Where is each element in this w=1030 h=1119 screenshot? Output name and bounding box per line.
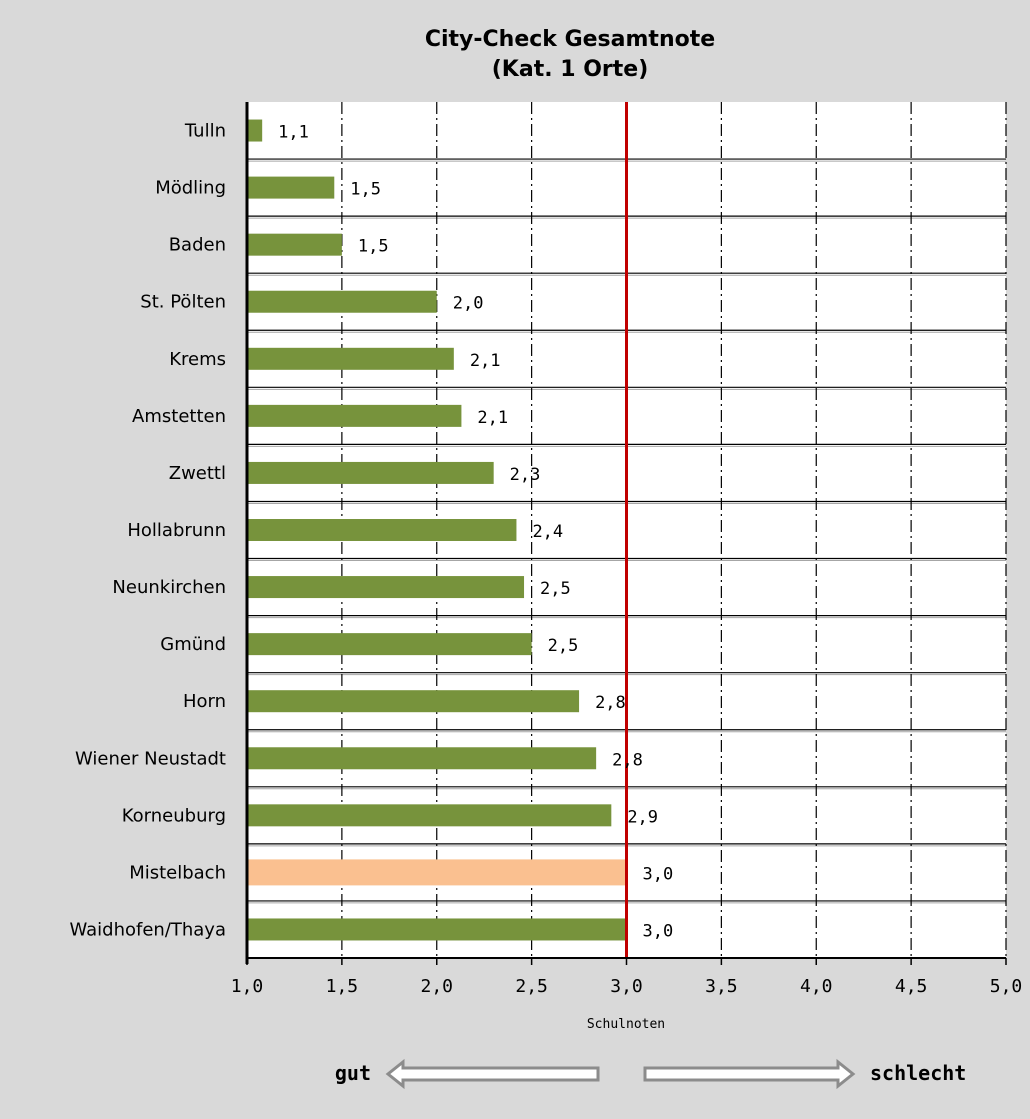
bar bbox=[247, 519, 517, 541]
value-label: 2,9 bbox=[627, 807, 658, 827]
category-label: Waidhofen/Thaya bbox=[69, 919, 226, 940]
labels: Tulln 1,1 Mödling 1,5 Baden 1,5 St. Pölten 2,0 K… bbox=[69, 121, 1022, 997]
category-label: Amstetten bbox=[132, 406, 226, 427]
value-label: 1,5 bbox=[358, 237, 389, 257]
x-tick-label: 3,0 bbox=[610, 976, 643, 997]
category-label: Hollabrunn bbox=[127, 520, 226, 541]
bar bbox=[247, 461, 494, 484]
category-label: Gmünd bbox=[160, 634, 226, 655]
category-label: Krems bbox=[169, 349, 226, 370]
value-label: 3,0 bbox=[643, 921, 674, 941]
bar bbox=[247, 347, 454, 370]
x-tick-label: 4,5 bbox=[895, 976, 928, 997]
x-tick-label: 5,0 bbox=[990, 976, 1023, 997]
category-label: Horn bbox=[183, 691, 226, 712]
value-label: 2,1 bbox=[477, 408, 508, 428]
category-label: Wiener Neustadt bbox=[75, 748, 226, 769]
value-label: 1,1 bbox=[278, 123, 309, 143]
value-label: 2,8 bbox=[595, 693, 626, 713]
x-tick-label: 2,5 bbox=[515, 976, 548, 997]
bars bbox=[247, 119, 627, 941]
bar bbox=[247, 918, 627, 941]
x-tick-label: 1,5 bbox=[326, 976, 359, 997]
bar bbox=[247, 233, 342, 256]
bar bbox=[247, 119, 263, 142]
value-label: 2,1 bbox=[470, 351, 501, 371]
scale-hint bbox=[385, 1058, 856, 1090]
value-label: 2,0 bbox=[453, 294, 484, 314]
value-label: 1,5 bbox=[350, 180, 381, 200]
x-tick-label: 2,0 bbox=[420, 976, 453, 997]
value-label: 2,4 bbox=[532, 522, 563, 542]
value-label: 2,5 bbox=[548, 636, 579, 656]
chart-title: City-Check Gesamtnote bbox=[425, 27, 715, 52]
value-label: 2,8 bbox=[612, 750, 643, 770]
chart-subtitle: (Kat. 1 Orte) bbox=[492, 57, 649, 82]
good-label: gut bbox=[335, 1061, 371, 1085]
value-label: 3,0 bbox=[643, 864, 674, 884]
x-tick-label: 4,0 bbox=[800, 976, 833, 997]
value-label: 2,5 bbox=[540, 579, 571, 599]
category-label: Mistelbach bbox=[129, 862, 226, 883]
x-tick-label: 1,0 bbox=[231, 976, 264, 997]
category-label: Neunkirchen bbox=[112, 577, 226, 598]
category-label: St. Pölten bbox=[140, 292, 226, 313]
bad-label: schlecht bbox=[870, 1061, 966, 1085]
axes bbox=[245, 102, 1007, 965]
bar bbox=[247, 859, 627, 886]
category-label: Zwettl bbox=[169, 463, 226, 484]
bar bbox=[247, 690, 580, 713]
category-label: Mödling bbox=[155, 178, 226, 199]
arrow-right-icon bbox=[643, 1058, 856, 1090]
bar bbox=[247, 747, 597, 770]
bar bbox=[247, 633, 532, 656]
bar bbox=[247, 176, 335, 199]
bar bbox=[247, 290, 437, 313]
value-label: 2,3 bbox=[510, 465, 541, 485]
category-label: Korneuburg bbox=[122, 805, 226, 826]
x-axis-title: Schulnoten bbox=[587, 1017, 665, 1032]
bar bbox=[247, 576, 525, 599]
bar bbox=[247, 404, 462, 427]
arrow-left-icon bbox=[385, 1058, 600, 1090]
bar bbox=[247, 804, 612, 827]
category-label: Baden bbox=[169, 235, 226, 256]
x-tick-label: 3,5 bbox=[705, 976, 738, 997]
category-label: Tulln bbox=[184, 121, 226, 142]
